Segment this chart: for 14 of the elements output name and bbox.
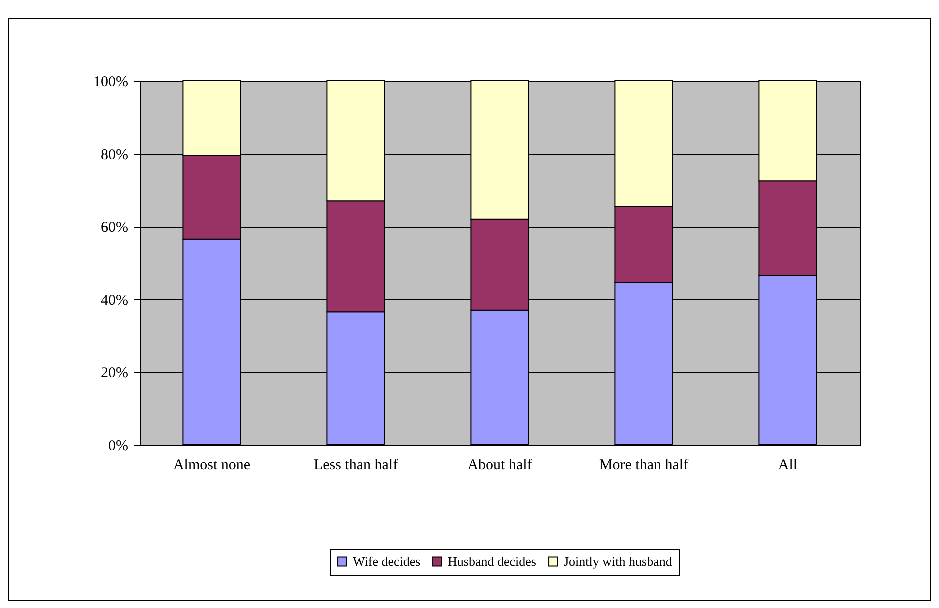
x-tick-label: About half	[468, 458, 532, 474]
y-tick-label: 40%	[101, 292, 128, 309]
x-tick-label: More than half	[599, 458, 689, 474]
x-tick-label: All	[778, 458, 798, 474]
x-tick-label: Almost none	[173, 458, 251, 474]
x-tick-label: Less than half	[314, 458, 398, 474]
y-tick-label: 80%	[101, 147, 128, 164]
legend-label: Husband decides	[448, 554, 536, 569]
y-tick-label: 100%	[94, 74, 128, 90]
y-tick-label: 60%	[101, 220, 128, 236]
y-tick-label: 20%	[101, 366, 128, 382]
legend-label: Jointly with husband	[564, 554, 673, 569]
legend-label: Wife decides	[353, 554, 421, 569]
y-tick-label: 0%	[108, 438, 128, 454]
